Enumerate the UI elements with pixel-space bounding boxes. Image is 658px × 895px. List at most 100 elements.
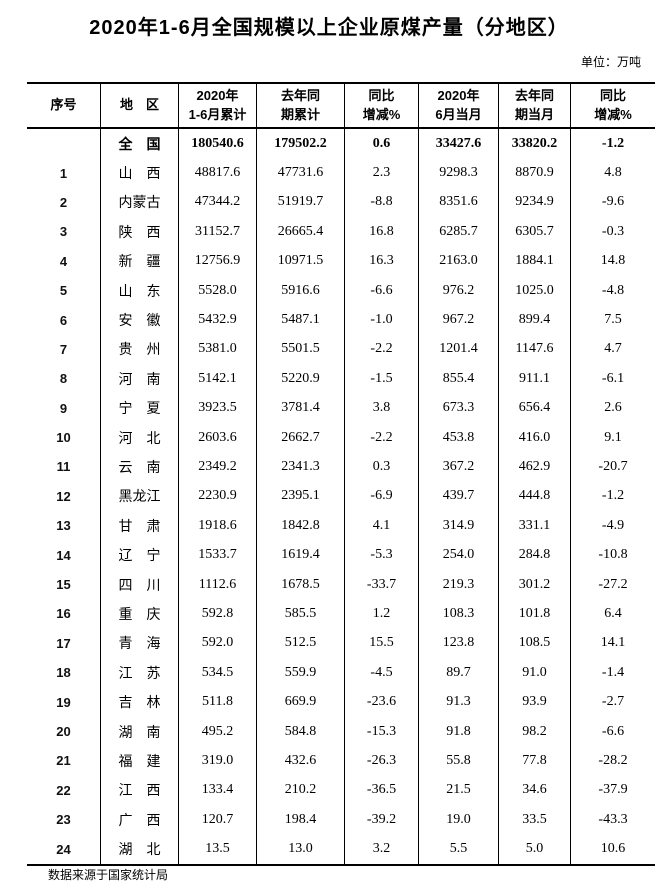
table-row: 14 辽 宁 1533.7 1619.4 -5.3 254.0 284.8 -10.8 xyxy=(27,540,655,570)
value-cell: 495.2 xyxy=(179,716,257,747)
seq-cell: 18 xyxy=(27,658,101,688)
value-cell: -1.2 xyxy=(601,135,625,151)
region-cell: 湖 北 xyxy=(101,834,179,864)
table-header-row: 序号地 区 2020年 1-6月累计 去年同 期累计 同比 增减% 2020年 6月当月… xyxy=(27,82,655,129)
value-cell: -5.3 xyxy=(345,540,419,570)
unit-label: 单位：万吨 xyxy=(580,55,641,69)
value-cell: 16.8 xyxy=(345,217,419,247)
value-cell: 439.7 xyxy=(419,481,499,512)
seq-cell: 10 xyxy=(27,422,101,453)
region-cell: 山 西 xyxy=(101,158,179,188)
table-row: 16 重 庆 592.8 585.5 1.2 108.3 101.8 6.4 xyxy=(27,599,655,629)
column-header-cum-2020: 2020年 1-6月累计 xyxy=(179,84,257,127)
value-cell: 367.2 xyxy=(419,452,499,482)
value-cell: 93.9 xyxy=(499,687,571,717)
value-cell: -8.8 xyxy=(345,187,419,218)
value-cell: -39.2 xyxy=(345,804,419,835)
table-row: 13 甘 肃 1918.6 1842.8 4.1 314.9 331.1 -4.9 xyxy=(27,511,655,541)
value-cell: 432.6 xyxy=(257,746,345,776)
value-cell: 10.6 xyxy=(600,841,626,857)
value-cell: -1.4 xyxy=(601,664,625,680)
column-header-yoy-jun: 同比 增减% xyxy=(594,88,632,122)
region-cell: 重 庆 xyxy=(101,599,179,629)
value-cell: 0.6 xyxy=(345,129,419,159)
column-header-jun-prev: 去年同 期当月 xyxy=(499,84,571,127)
value-cell: 855.4 xyxy=(419,364,499,394)
table-row: 11 云 南 2349.2 2341.3 0.3 367.2 462.9 -20.7 xyxy=(27,452,655,482)
value-cell: 512.5 xyxy=(257,628,345,659)
value-cell: 331.1 xyxy=(499,511,571,541)
table-row: 10 河 北 2603.6 2662.7 -2.2 453.8 416.0 9.1 xyxy=(27,422,655,453)
value-cell: 6.4 xyxy=(604,605,622,621)
value-cell: 5487.1 xyxy=(257,305,345,335)
value-cell: 15.5 xyxy=(345,628,419,659)
value-cell: 89.7 xyxy=(419,658,499,688)
value-cell: 1619.4 xyxy=(257,540,345,570)
region-cell: 辽 宁 xyxy=(101,540,179,570)
value-cell: 120.7 xyxy=(179,804,257,835)
value-cell: 592.8 xyxy=(179,599,257,629)
region-cell: 青 海 xyxy=(101,628,179,659)
region-cell: 四 川 xyxy=(101,569,179,600)
region-cell: 甘 肃 xyxy=(101,511,179,541)
value-cell: 180540.6 xyxy=(179,129,257,159)
seq-cell: 5 xyxy=(27,275,101,306)
table-row: 22 江 西 133.4 210.2 -36.5 21.5 34.6 -37.9 xyxy=(27,775,655,805)
value-cell: -20.7 xyxy=(598,458,628,474)
region-cell: 新 疆 xyxy=(101,246,179,276)
value-cell: 416.0 xyxy=(499,422,571,453)
value-cell: 6305.7 xyxy=(499,217,571,247)
value-cell: 1533.7 xyxy=(179,540,257,570)
value-cell: 911.1 xyxy=(499,364,571,394)
value-cell: 592.0 xyxy=(179,628,257,659)
value-cell: 47731.6 xyxy=(257,158,345,188)
value-cell: 5.0 xyxy=(499,834,571,864)
region-cell: 安 徽 xyxy=(101,305,179,335)
value-cell: 219.3 xyxy=(419,569,499,600)
value-cell: 91.8 xyxy=(419,716,499,747)
seq-cell: 21 xyxy=(27,746,101,776)
value-cell: 301.2 xyxy=(499,569,571,600)
value-cell: -4.8 xyxy=(601,282,625,298)
seq-cell: 24 xyxy=(27,834,101,864)
seq-cell: 3 xyxy=(27,217,101,247)
value-cell: 319.0 xyxy=(179,746,257,776)
region-cell: 黑龙江 xyxy=(101,481,179,512)
value-cell: 534.5 xyxy=(179,658,257,688)
column-header-seq: 序号 xyxy=(27,84,101,127)
value-cell: -37.9 xyxy=(598,782,628,798)
value-cell: 2341.3 xyxy=(257,452,345,482)
value-cell: 91.3 xyxy=(419,687,499,717)
value-cell: 899.4 xyxy=(499,305,571,335)
region-cell: 全 国 xyxy=(101,129,179,159)
region-cell: 宁 夏 xyxy=(101,393,179,423)
region-cell: 河 北 xyxy=(101,422,179,453)
table-row: 15 四 川 1112.6 1678.5 -33.7 219.3 301.2 -27.2 xyxy=(27,569,655,600)
value-cell: -9.6 xyxy=(601,194,625,210)
seq-cell: 17 xyxy=(27,628,101,659)
value-cell: 48817.6 xyxy=(179,158,257,188)
value-cell: -10.8 xyxy=(598,547,628,563)
value-cell: -1.2 xyxy=(601,488,625,504)
value-cell: 1147.6 xyxy=(499,334,571,365)
seq-cell: 11 xyxy=(27,452,101,482)
region-cell: 陕 西 xyxy=(101,217,179,247)
region-cell: 吉 林 xyxy=(101,687,179,717)
value-cell: -2.2 xyxy=(345,422,419,453)
value-cell: 462.9 xyxy=(499,452,571,482)
value-cell: 2.6 xyxy=(604,400,622,416)
value-cell: 444.8 xyxy=(499,481,571,512)
table-row: 19 吉 林 511.8 669.9 -23.6 91.3 93.9 -2.7 xyxy=(27,687,655,717)
value-cell: -36.5 xyxy=(345,775,419,805)
value-cell: 47344.2 xyxy=(179,187,257,218)
value-cell: 2662.7 xyxy=(257,422,345,453)
value-cell: -26.3 xyxy=(345,746,419,776)
value-cell: 5432.9 xyxy=(179,305,257,335)
value-cell: -6.9 xyxy=(345,481,419,512)
value-cell: 21.5 xyxy=(419,775,499,805)
value-cell: 1678.5 xyxy=(257,569,345,600)
